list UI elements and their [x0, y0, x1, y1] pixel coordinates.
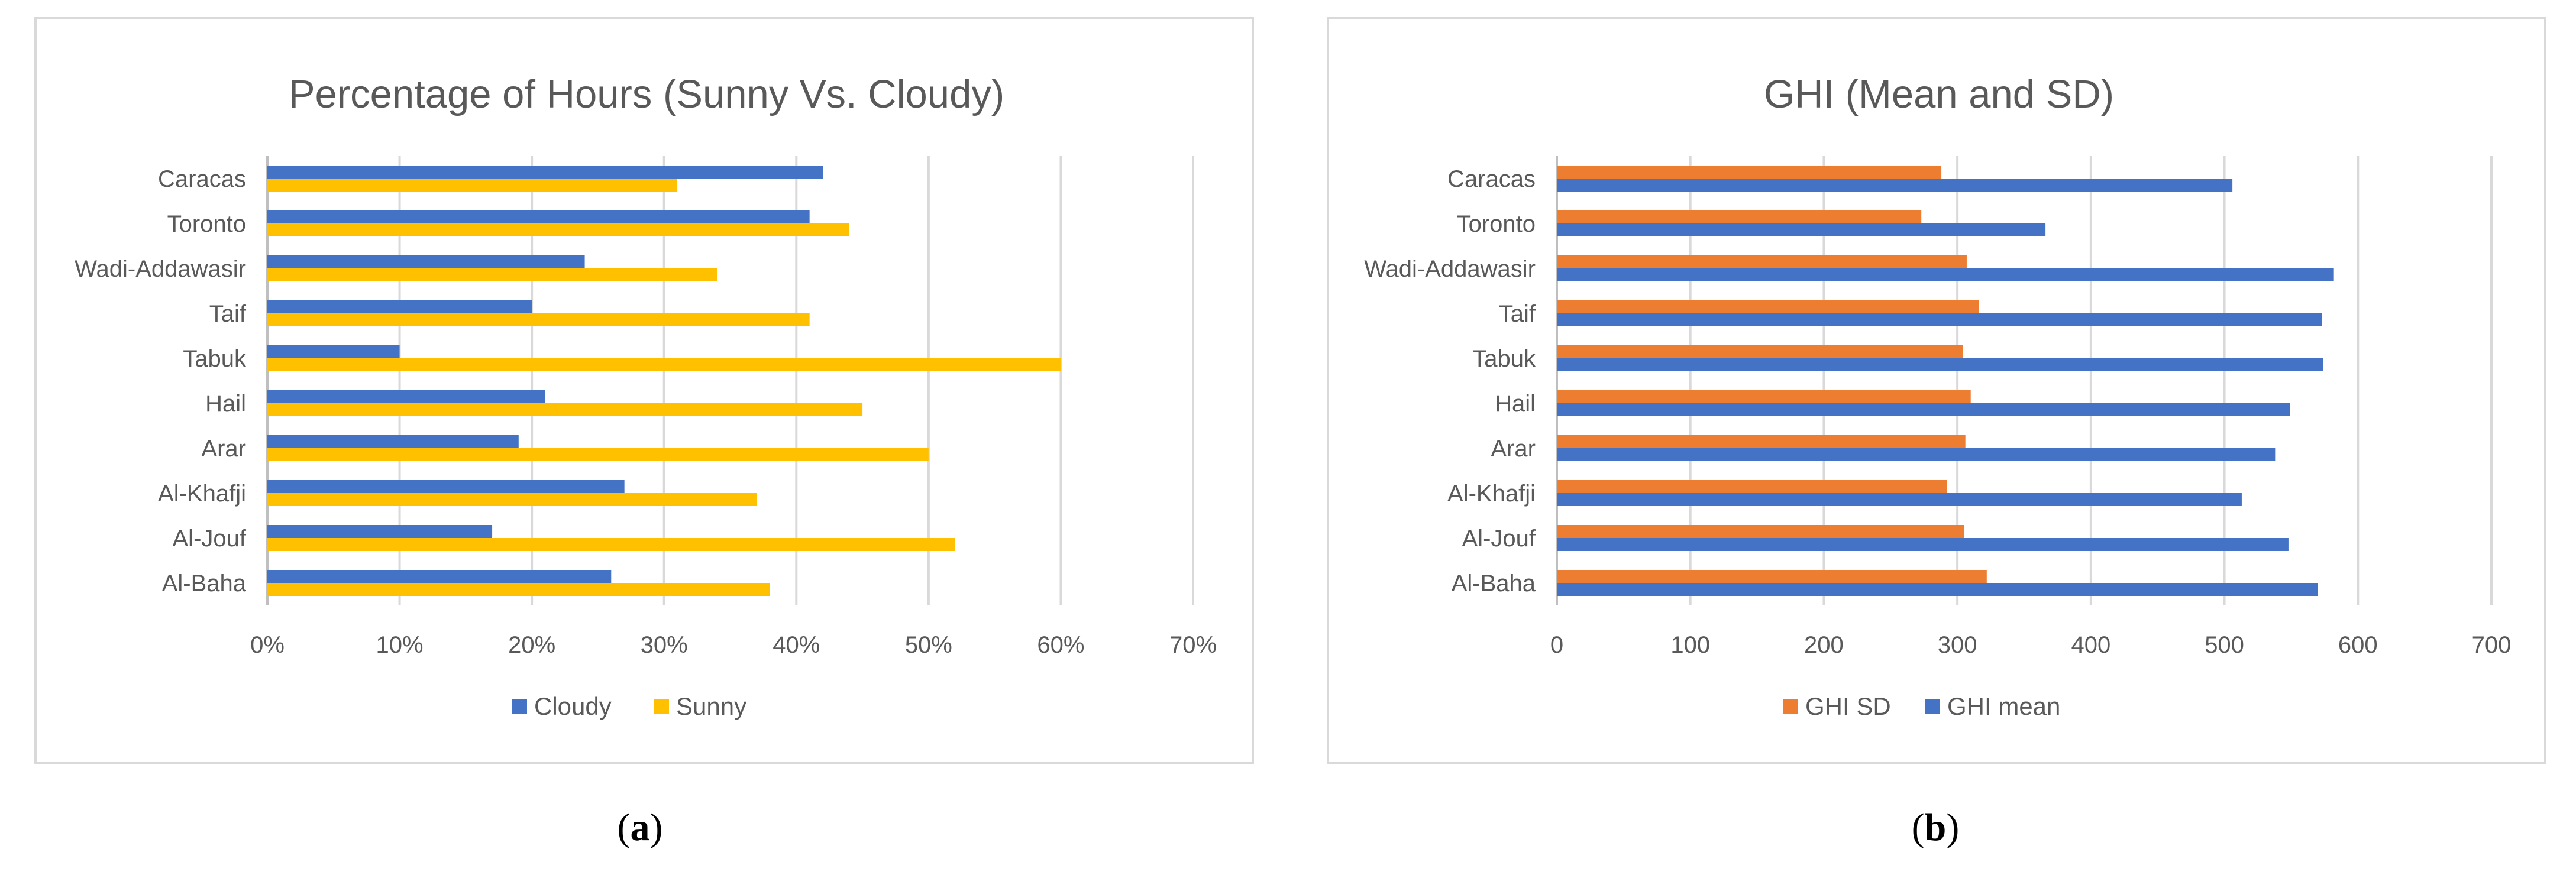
bar-cloudy [267, 300, 532, 313]
caption-b-letter: b [1924, 806, 1947, 849]
bar-ghi-sd [1557, 300, 1979, 313]
x-tick-label: 40% [773, 632, 820, 658]
category-label: Arar [201, 436, 246, 462]
bar-ghi-sd [1557, 210, 1922, 223]
category-label: Toronto [167, 211, 246, 237]
bar-cloudy [267, 435, 519, 448]
bar-sunny [267, 583, 770, 596]
bar-ghi-sd [1557, 570, 1987, 583]
category-label: Hail [1495, 391, 1536, 417]
bar-ghi-sd [1557, 435, 1966, 448]
bar-ghi-mean [1557, 358, 2323, 371]
x-tick-label: 700 [2472, 632, 2512, 658]
category-label: Caracas [1447, 166, 1536, 192]
category-label: Wadi-Addawasir [1364, 256, 1536, 282]
bar-ghi-mean [1557, 403, 2290, 416]
category-label: Al-Khafji [1447, 481, 1536, 507]
bar-ghi-sd [1557, 255, 1967, 268]
bar-ghi-sd [1557, 345, 1963, 358]
bar-sunny [267, 268, 717, 281]
x-tick-label: 20% [508, 632, 555, 658]
bar-sunny [267, 538, 955, 551]
bar-sunny [267, 313, 810, 326]
bar-ghi-sd [1557, 525, 1964, 538]
bar-sunny [267, 179, 678, 192]
chart-panel-b: GHI (Mean and SD) 0 100 200 300 400 500 600 700 C… [1327, 17, 2546, 764]
x-tick-label: 60% [1037, 632, 1084, 658]
bar-ghi-mean [1557, 538, 2289, 551]
bar-ghi-sd [1557, 480, 1947, 493]
x-tick-label: 70% [1169, 632, 1217, 658]
bar-cloudy [267, 525, 493, 538]
legend-label: GHI mean [1947, 692, 2060, 720]
chart-b-svg: GHI (Mean and SD) 0 100 200 300 400 500 600 700 C… [1364, 72, 2512, 720]
category-label: Taif [1499, 301, 1536, 327]
bar-cloudy [267, 345, 400, 358]
category-label: Taif [209, 301, 247, 327]
bar-ghi-sd [1557, 390, 1971, 403]
chart-panel-a: Percentage of Hours (Sunny Vs. Cloudy) 0%… [34, 17, 1254, 764]
bar-ghi-mean [1557, 268, 2334, 281]
chart-title: Percentage of Hours (Sunny Vs. Cloudy) [289, 72, 1004, 116]
x-tick-label: 30% [641, 632, 688, 658]
bar-sunny [267, 493, 757, 506]
caption-a: (a) [617, 806, 663, 849]
x-tick-label: 600 [2338, 632, 2378, 658]
chart-title: GHI (Mean and SD) [1764, 72, 2114, 116]
x-tick-label: 300 [1938, 632, 1977, 658]
bar-ghi-mean [1557, 493, 2242, 506]
x-tick-label: 500 [2205, 632, 2244, 658]
bar-ghi-mean [1557, 448, 2276, 461]
x-tick-label: 10% [376, 632, 424, 658]
x-tick-label: 50% [905, 632, 952, 658]
legend-label: Sunny [676, 692, 746, 720]
bar-cloudy [267, 570, 612, 583]
legend-swatch [512, 699, 527, 714]
bar-cloudy [267, 390, 545, 403]
caption-b: (b) [1911, 806, 1960, 849]
category-label: Caracas [158, 166, 246, 192]
caption-a-letter: a [630, 806, 650, 849]
bar-sunny [267, 223, 849, 236]
bar-ghi-mean [1557, 313, 2322, 326]
bar-cloudy [267, 210, 810, 223]
category-label: Al-Baha [1452, 571, 1536, 597]
bar-ghi-mean [1557, 179, 2233, 192]
category-label: Tabuk [183, 346, 247, 372]
category-label: Al-Jouf [1462, 526, 1536, 552]
legend-label: GHI SD [1805, 692, 1891, 720]
bar-cloudy [267, 480, 625, 493]
bar-cloudy [267, 166, 823, 179]
bar-ghi-sd [1557, 166, 1942, 179]
chart-a-svg: Percentage of Hours (Sunny Vs. Cloudy) 0%… [75, 72, 1217, 720]
category-label: Tabuk [1472, 346, 1536, 372]
category-label: Arar [1491, 436, 1536, 462]
legend-swatch [1783, 699, 1798, 714]
bar-ghi-mean [1557, 223, 2046, 236]
x-tick-label: 400 [2071, 632, 2110, 658]
category-label: Al-Baha [162, 571, 247, 597]
bar-sunny [267, 403, 863, 416]
category-label: Wadi-Addawasir [75, 256, 246, 282]
x-tick-label: 0 [1550, 632, 1563, 658]
x-tick-label: 0% [250, 632, 285, 658]
bar-sunny [267, 358, 1061, 371]
category-label: Al-Khafji [158, 481, 246, 507]
category-label: Al-Jouf [173, 526, 247, 552]
bar-ghi-mean [1557, 583, 2318, 596]
legend-swatch [654, 699, 669, 714]
x-tick-label: 200 [1804, 632, 1844, 658]
bar-sunny [267, 448, 929, 461]
category-label: Hail [205, 391, 246, 417]
legend-swatch [1925, 699, 1940, 714]
category-label: Toronto [1457, 211, 1536, 237]
x-tick-label: 100 [1670, 632, 1710, 658]
bar-cloudy [267, 255, 585, 268]
legend-label: Cloudy [534, 692, 612, 720]
